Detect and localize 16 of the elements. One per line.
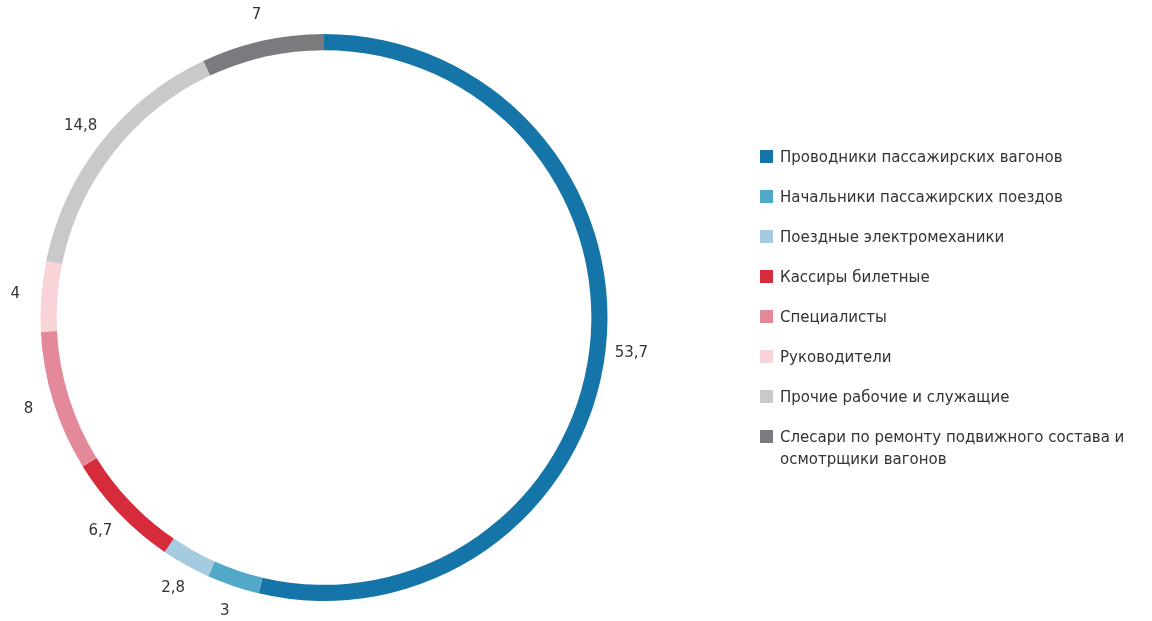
data-label: 7 <box>251 5 262 24</box>
legend-label: Слесари по ремонту подвижного состава и осмотрщики вагонов <box>780 427 1126 470</box>
legend-label: Проводники пассажирских вагонов <box>780 147 1063 168</box>
data-label: 3 <box>219 600 230 619</box>
legend-label: Специалисты <box>780 307 887 328</box>
legend-label: Начальники пассажирских поездов <box>780 187 1063 208</box>
data-label: 2,8 <box>161 577 186 596</box>
data-label: 4 <box>10 284 21 303</box>
legend-label: Поездные электромеханики <box>780 227 1005 248</box>
data-label: 14,8 <box>63 116 98 135</box>
legend-label: Прочие рабочие и служащие <box>780 387 1010 408</box>
legend-label: Руководители <box>780 347 892 368</box>
data-label: 6,7 <box>88 521 113 540</box>
legend-label: Кассиры билетные <box>780 267 930 288</box>
data-label: 8 <box>23 399 34 418</box>
data-label: 53,7 <box>614 343 649 362</box>
